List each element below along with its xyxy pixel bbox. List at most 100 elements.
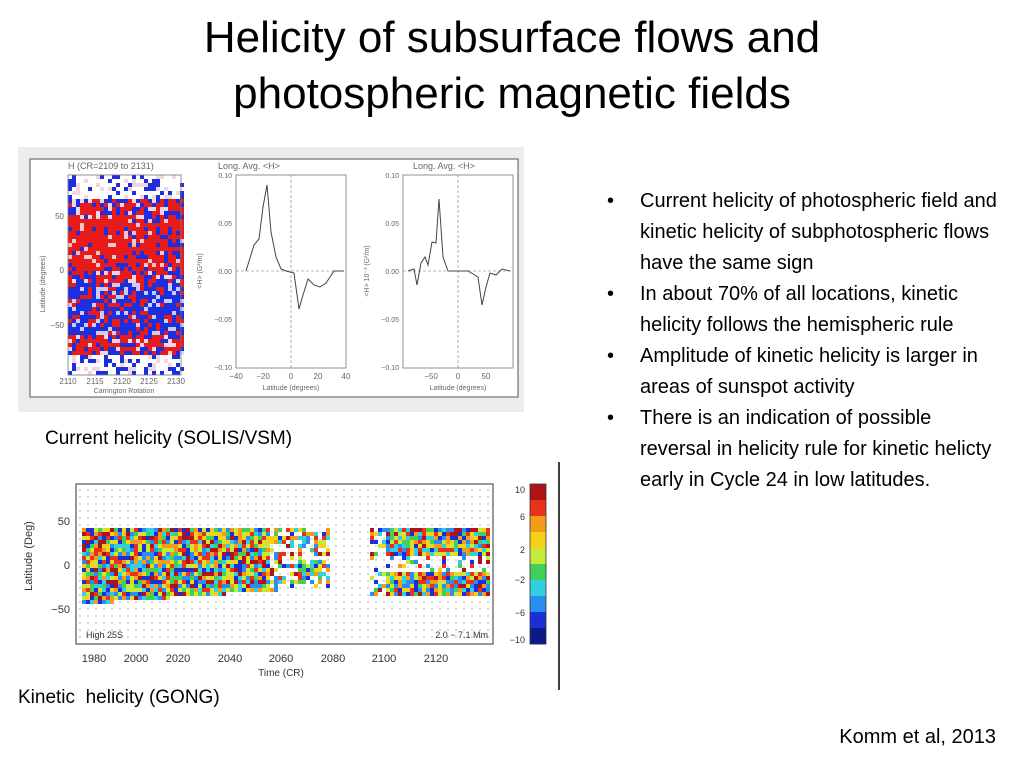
grid-dot — [455, 517, 457, 519]
map-cell — [128, 175, 132, 179]
grid-dot — [287, 489, 289, 491]
map-cell — [108, 299, 112, 303]
kinetic-cell — [138, 532, 142, 536]
grid-dot — [215, 524, 217, 526]
map-cell — [156, 307, 160, 311]
kinetic-cell — [158, 568, 162, 572]
map-cell — [176, 235, 180, 239]
kinetic-cell — [170, 544, 174, 548]
kinetic-cell — [262, 540, 266, 544]
kinetic-cell — [166, 564, 170, 568]
kinetic-cell — [98, 540, 102, 544]
kinetic-cell — [106, 576, 110, 580]
plot1-ytick: 0.05 — [218, 221, 232, 228]
map-cell — [96, 259, 100, 263]
grid-dot — [79, 531, 81, 533]
kinetic-cell — [266, 560, 270, 564]
map-cell — [160, 319, 164, 323]
annotation-left: High 25S — [86, 630, 123, 640]
kinetic-cell — [302, 564, 306, 568]
map-cell — [148, 355, 152, 359]
map-cell — [152, 339, 156, 343]
map-cell — [160, 255, 164, 259]
grid-dot — [255, 510, 257, 512]
plot2-title: Long. Avg. <H> — [413, 161, 475, 171]
grid-dot — [151, 489, 153, 491]
kinetic-cell — [430, 528, 434, 532]
kinetic-cell — [266, 580, 270, 584]
map-cell — [96, 203, 100, 207]
kinetic-cell — [378, 584, 382, 588]
kinetic-cell — [242, 552, 246, 556]
map-cell — [80, 179, 84, 183]
kinetic-cell — [438, 572, 442, 576]
map-cell — [128, 295, 132, 299]
map-cell — [144, 263, 148, 267]
grid-dot — [439, 636, 441, 638]
kinetic-cell — [98, 564, 102, 568]
grid-dot — [167, 517, 169, 519]
grid-dot — [335, 489, 337, 491]
map-cell — [100, 199, 104, 203]
map-cell — [76, 211, 80, 215]
grid-dot — [343, 510, 345, 512]
grid-dot — [143, 489, 145, 491]
grid-dot — [367, 545, 369, 547]
map-cell — [120, 179, 124, 183]
map-cell — [120, 199, 124, 203]
map-cell — [156, 239, 160, 243]
map-cell — [68, 231, 72, 235]
kinetic-cell — [210, 528, 214, 532]
map-cell — [92, 371, 96, 375]
map-cell — [156, 279, 160, 283]
grid-dot — [175, 601, 177, 603]
grid-dot — [351, 615, 353, 617]
map-cell — [80, 175, 84, 179]
kinetic-cell — [190, 568, 194, 572]
grid-dot — [207, 510, 209, 512]
grid-dot — [479, 524, 481, 526]
map-cell — [132, 231, 136, 235]
map-cell — [108, 355, 112, 359]
grid-dot — [183, 622, 185, 624]
kinetic-cell — [166, 544, 170, 548]
kinetic-cell — [382, 528, 386, 532]
grid-dot — [463, 622, 465, 624]
kinetic-cell — [162, 556, 166, 560]
map-cell — [88, 351, 92, 355]
map-cell — [72, 239, 76, 243]
kinetic-cell — [206, 548, 210, 552]
grid-dot — [391, 629, 393, 631]
map-title: H (CR=2109 to 2131) — [68, 161, 154, 171]
kinetic-cell — [202, 584, 206, 588]
kinetic-cell — [478, 556, 482, 560]
kinetic-cell — [450, 572, 454, 576]
map-cell — [96, 175, 100, 179]
map-cell — [108, 315, 112, 319]
map-xtick: 2130 — [167, 377, 185, 386]
kinetic-cell — [106, 572, 110, 576]
map-cell — [124, 331, 128, 335]
kinetic-cell — [302, 576, 306, 580]
kinetic-cell — [178, 552, 182, 556]
grid-dot — [103, 524, 105, 526]
map-cell — [104, 203, 108, 207]
map-cell — [148, 211, 152, 215]
kinetic-cell — [222, 544, 226, 548]
kinetic-cell — [118, 592, 122, 596]
map-cell — [140, 251, 144, 255]
map-cell — [180, 291, 184, 295]
grid-dot — [383, 510, 385, 512]
map-cell — [176, 315, 180, 319]
map-cell — [144, 359, 148, 363]
kinetic-cell — [114, 572, 118, 576]
grid-dot — [191, 601, 193, 603]
grid-dot — [375, 566, 377, 568]
kinetic-cell — [482, 568, 486, 572]
map-cell — [120, 327, 124, 331]
map-cell — [140, 367, 144, 371]
grid-dot — [199, 629, 201, 631]
kinetic-cell — [466, 544, 470, 548]
kinetic-cell — [438, 540, 442, 544]
map-cell — [112, 283, 116, 287]
